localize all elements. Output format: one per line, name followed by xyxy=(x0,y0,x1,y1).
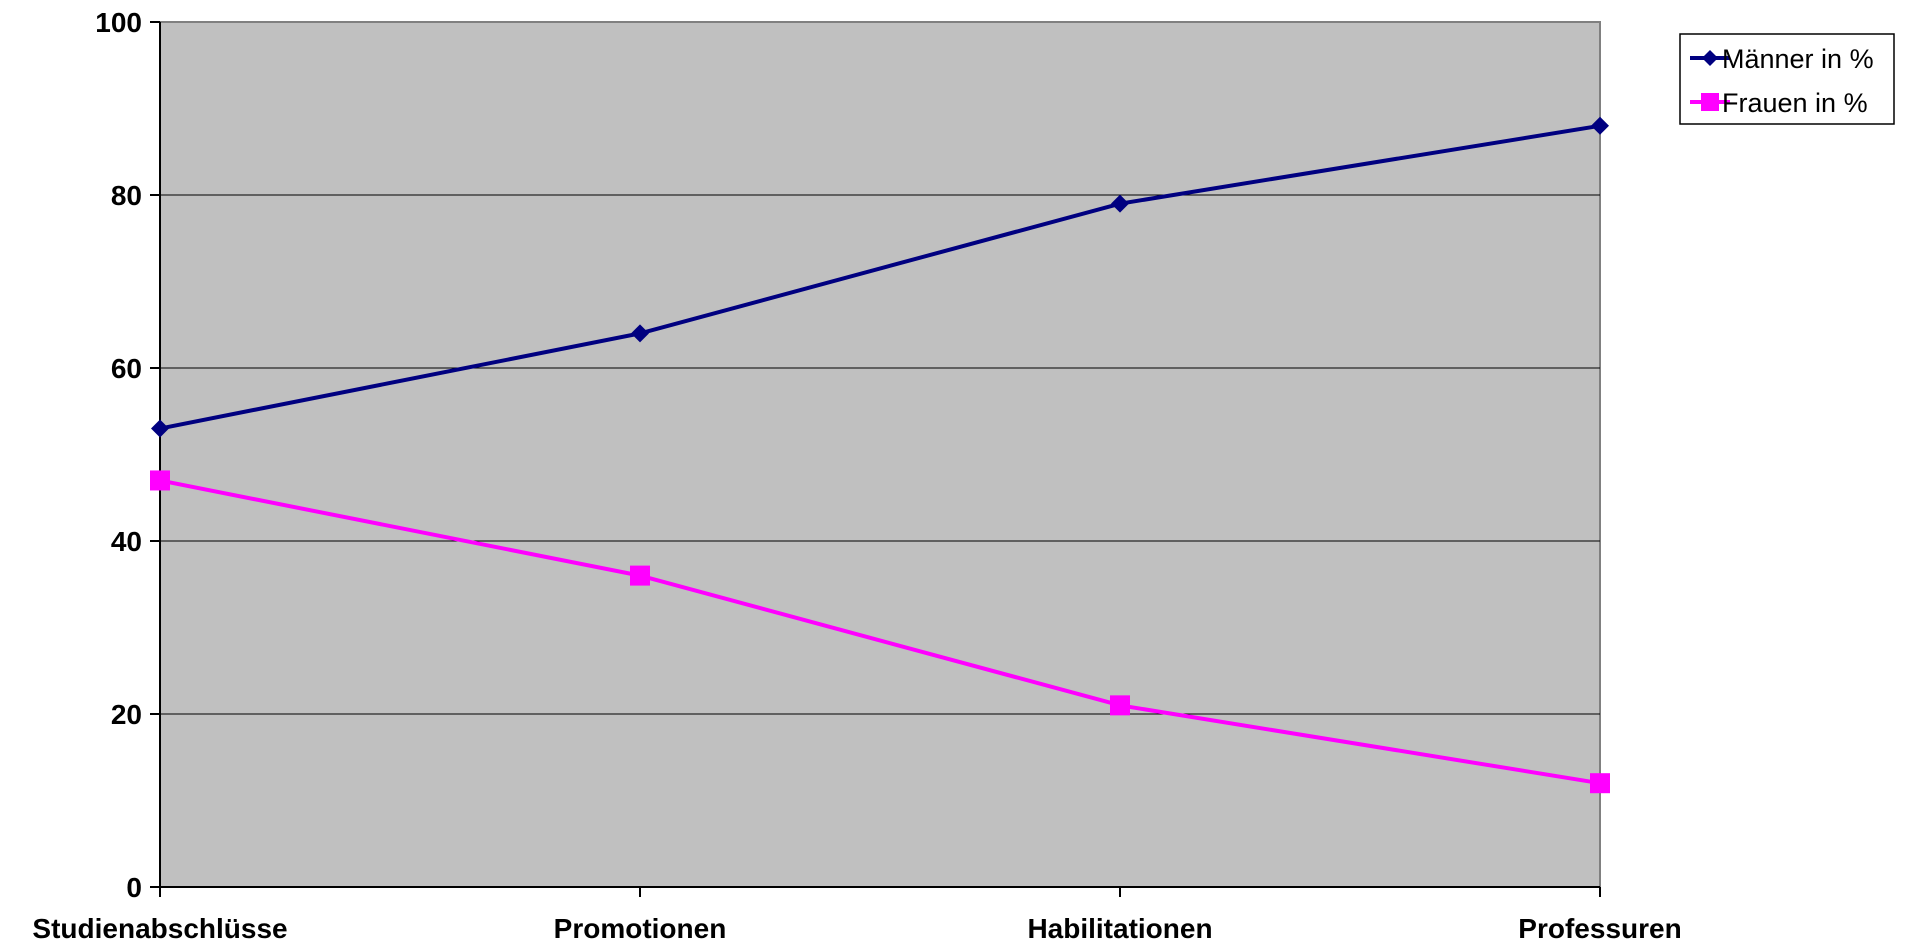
series-1 xyxy=(150,470,1610,794)
legend-marker-frauen xyxy=(1701,93,1719,111)
y-tick-label: 20 xyxy=(111,699,142,730)
gridlines xyxy=(160,194,1600,715)
x-tick-label: Professuren xyxy=(1518,913,1681,944)
y-tick-label: 80 xyxy=(111,180,142,211)
y-tick-label: 100 xyxy=(95,7,142,38)
data-point xyxy=(630,565,650,586)
series-0 xyxy=(151,116,1609,438)
plot-area xyxy=(159,21,1601,888)
data-point xyxy=(631,324,649,343)
axes xyxy=(159,22,1600,888)
data-point xyxy=(1590,773,1610,794)
x-tick-label: Promotionen xyxy=(554,913,727,944)
data-point xyxy=(150,470,170,491)
legend-label-frauen: Frauen in % xyxy=(1722,88,1868,118)
y-tick-label: 0 xyxy=(126,872,142,903)
legend-label-maenner: Männer in % xyxy=(1722,44,1874,74)
x-axis-ticks: Studienabschlüsse Promotionen Habilitation… xyxy=(32,887,1682,944)
series-layer xyxy=(150,116,1610,794)
series-line xyxy=(159,478,1601,786)
y-axis-ticks: 0 20 40 60 80 100 xyxy=(95,7,160,903)
x-tick-label: Habilitationen xyxy=(1027,913,1212,944)
data-point xyxy=(1591,116,1609,135)
y-tick-label: 40 xyxy=(111,526,142,557)
data-point xyxy=(151,419,169,438)
series-line xyxy=(159,123,1601,431)
legend: Männer in % Frauen in % xyxy=(1679,33,1895,125)
legend-marker-maenner xyxy=(1702,50,1718,66)
x-tick-label: Studienabschlüsse xyxy=(32,913,287,944)
data-point xyxy=(1111,194,1129,213)
data-point xyxy=(1110,695,1130,716)
y-tick-label: 60 xyxy=(111,353,142,384)
